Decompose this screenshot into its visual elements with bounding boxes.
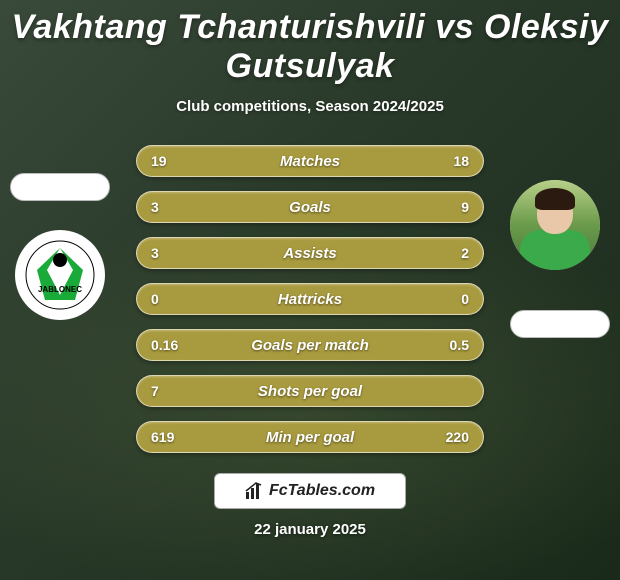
stat-left-value: 3 bbox=[151, 245, 193, 261]
stat-right-value: 0 bbox=[427, 291, 469, 307]
title-line-1: Vakhtang Tchanturishvili vs Oleksiy bbox=[12, 8, 609, 46]
stat-row: 3 Goals 9 bbox=[136, 191, 484, 223]
stat-right-value: 18 bbox=[427, 153, 469, 169]
player-left-flag bbox=[10, 173, 110, 201]
date-label: 22 january 2025 bbox=[254, 521, 366, 538]
stat-left-value: 7 bbox=[151, 383, 193, 399]
stat-left-value: 0.16 bbox=[151, 337, 193, 353]
stat-label: Shots per goal bbox=[258, 383, 362, 400]
player-right-flag bbox=[510, 310, 610, 338]
stat-row: 19 Matches 18 bbox=[136, 145, 484, 177]
subtitle: Club competitions, Season 2024/2025 bbox=[176, 98, 444, 115]
stat-row: 0 Hattricks 0 bbox=[136, 283, 484, 315]
stats-list: 19 Matches 18 3 Goals 9 3 Assists 2 0 Ha… bbox=[136, 145, 484, 453]
stat-left-value: 19 bbox=[151, 153, 193, 169]
comparison-title: Vakhtang Tchanturishvili vs Oleksiy Guts… bbox=[12, 8, 609, 86]
stat-left-value: 619 bbox=[151, 429, 193, 445]
brand-label: FcTables.com bbox=[269, 482, 375, 500]
stat-row: 7 Shots per goal bbox=[136, 375, 484, 407]
player-left-avatar: JABLONEC bbox=[15, 230, 105, 320]
stat-label: Min per goal bbox=[266, 429, 354, 446]
club-name: JABLONEC bbox=[38, 285, 82, 294]
stat-right-value: 0.5 bbox=[427, 337, 469, 353]
stat-label: Goals bbox=[289, 199, 331, 216]
stat-left-value: 0 bbox=[151, 291, 193, 307]
player-right-avatar bbox=[510, 180, 600, 270]
stat-label: Assists bbox=[283, 245, 336, 262]
stat-row: 619 Min per goal 220 bbox=[136, 421, 484, 453]
stat-label: Hattricks bbox=[278, 291, 342, 308]
club-logo-icon: JABLONEC bbox=[25, 240, 95, 310]
stat-label: Goals per match bbox=[251, 337, 369, 354]
stat-row: 3 Assists 2 bbox=[136, 237, 484, 269]
stat-right-value: 220 bbox=[427, 429, 469, 445]
brand-link[interactable]: FcTables.com bbox=[214, 473, 406, 509]
stat-right-value: 9 bbox=[427, 199, 469, 215]
title-line-2: Gutsulyak bbox=[226, 47, 395, 85]
stat-left-value: 3 bbox=[151, 199, 193, 215]
chart-icon bbox=[245, 482, 263, 500]
stat-label: Matches bbox=[280, 153, 340, 170]
stat-row: 0.16 Goals per match 0.5 bbox=[136, 329, 484, 361]
stat-right-value: 2 bbox=[427, 245, 469, 261]
